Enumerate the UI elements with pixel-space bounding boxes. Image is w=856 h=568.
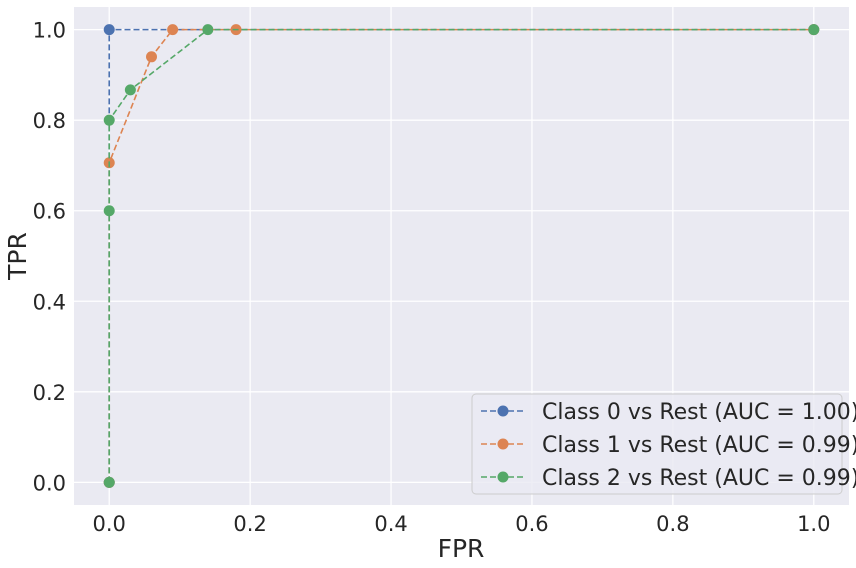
x-tick-label: 0.0 bbox=[93, 512, 126, 536]
data-point bbox=[808, 24, 820, 36]
y-axis-label: TPR bbox=[3, 232, 32, 281]
legend-entry: Class 2 vs Rest (AUC = 0.99) bbox=[481, 466, 856, 491]
y-tick-label: 1.0 bbox=[33, 19, 66, 43]
legend-marker bbox=[497, 405, 509, 417]
x-tick-label: 0.8 bbox=[656, 512, 689, 536]
data-point bbox=[202, 24, 214, 36]
data-point bbox=[124, 84, 136, 96]
legend: Class 0 vs Rest (AUC = 1.00) Class 1 vs R… bbox=[471, 393, 856, 495]
legend-marker bbox=[497, 438, 509, 450]
series-line bbox=[108, 28, 814, 483]
y-tick-label: 0.6 bbox=[33, 200, 66, 224]
legend-label: Class 2 vs Rest (AUC = 0.99) bbox=[542, 466, 856, 491]
x-tick-label: 0.4 bbox=[374, 512, 407, 536]
legend-label: Class 1 vs Rest (AUC = 0.99) bbox=[542, 433, 856, 458]
y-tick-label: 0.8 bbox=[33, 109, 66, 133]
legend-entry: Class 1 vs Rest (AUC = 0.99) bbox=[481, 433, 856, 458]
x-tick-label: 0.6 bbox=[515, 512, 548, 536]
legend-box bbox=[471, 393, 843, 495]
x-tick-labels: 0.0 0.2 0.4 0.6 0.8 1.0 bbox=[93, 512, 831, 536]
series-layer bbox=[103, 24, 820, 488]
y-tick-label: 0.2 bbox=[33, 381, 66, 405]
y-tick-labels: 0.0 0.2 0.4 0.6 0.8 1.0 bbox=[33, 19, 66, 496]
y-tick-label: 0.0 bbox=[33, 471, 66, 495]
data-point bbox=[103, 24, 115, 36]
legend-label: Class 0 vs Rest (AUC = 1.00) bbox=[542, 400, 856, 425]
x-axis-label: FPR bbox=[438, 534, 485, 563]
data-point bbox=[146, 51, 157, 63]
y-tick-label: 0.4 bbox=[33, 290, 66, 314]
data-point bbox=[167, 24, 179, 36]
legend-marker bbox=[497, 471, 509, 483]
legend-entry: Class 0 vs Rest (AUC = 1.00) bbox=[481, 400, 856, 425]
data-point bbox=[103, 476, 115, 488]
grid-lines bbox=[74, 7, 849, 505]
x-tick-label: 1.0 bbox=[797, 512, 830, 536]
x-tick-label: 0.2 bbox=[233, 512, 266, 536]
data-point bbox=[103, 114, 115, 126]
series-class-2 bbox=[103, 24, 820, 488]
data-point bbox=[103, 205, 115, 217]
